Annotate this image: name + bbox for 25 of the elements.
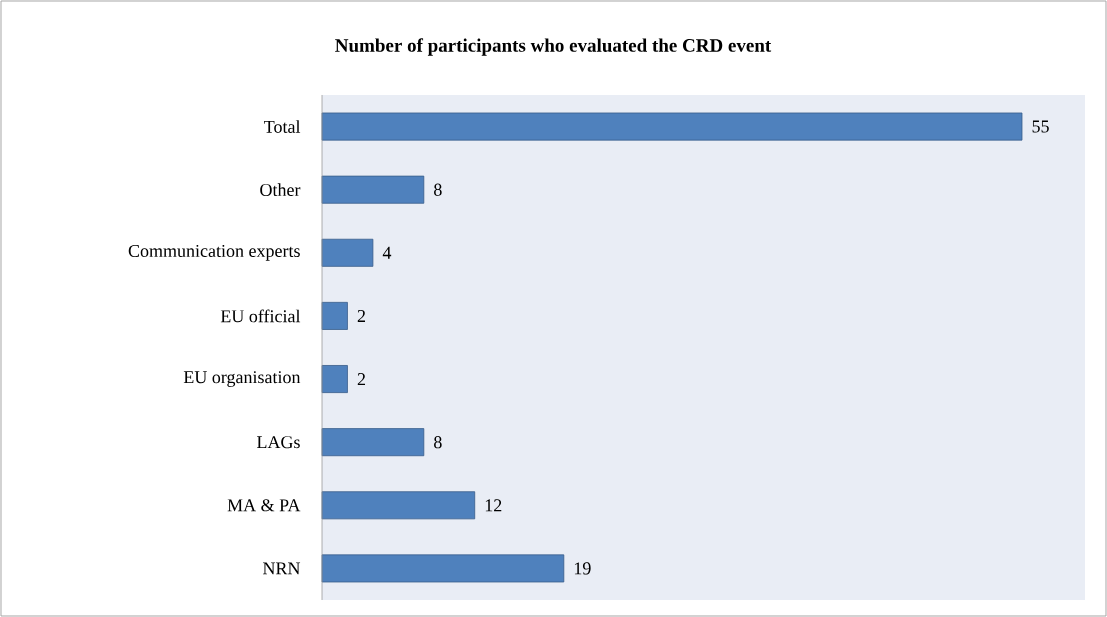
y-tick-label: Communication experts <box>128 244 300 261</box>
y-tick-label: EU organisation <box>183 371 301 387</box>
y-tick-label: LAGs <box>256 436 300 449</box>
data-label: 8 <box>434 436 442 449</box>
y-tick-label: NRN <box>262 562 301 575</box>
bar <box>321 175 425 204</box>
data-label: 2 <box>357 309 366 322</box>
y-tick-label: MA & PA <box>227 499 301 512</box>
data-label: 2 <box>357 373 366 386</box>
chart-title: Number of participants who evaluated the CRD event <box>335 38 772 56</box>
y-tick-label: EU official <box>220 309 301 323</box>
data-label: 4 <box>382 246 392 259</box>
data-label: 12 <box>485 499 502 512</box>
bar <box>321 365 348 394</box>
bar <box>321 301 348 330</box>
bar <box>321 554 565 583</box>
bar <box>321 491 476 520</box>
y-tick-label: Other <box>260 183 301 197</box>
bar <box>321 238 374 267</box>
data-label: 55 <box>1032 120 1049 133</box>
data-label: 8 <box>434 183 442 196</box>
data-label: 19 <box>574 562 591 575</box>
bar <box>321 112 1023 141</box>
bar <box>321 428 425 457</box>
y-tick-label: Total <box>264 120 301 133</box>
